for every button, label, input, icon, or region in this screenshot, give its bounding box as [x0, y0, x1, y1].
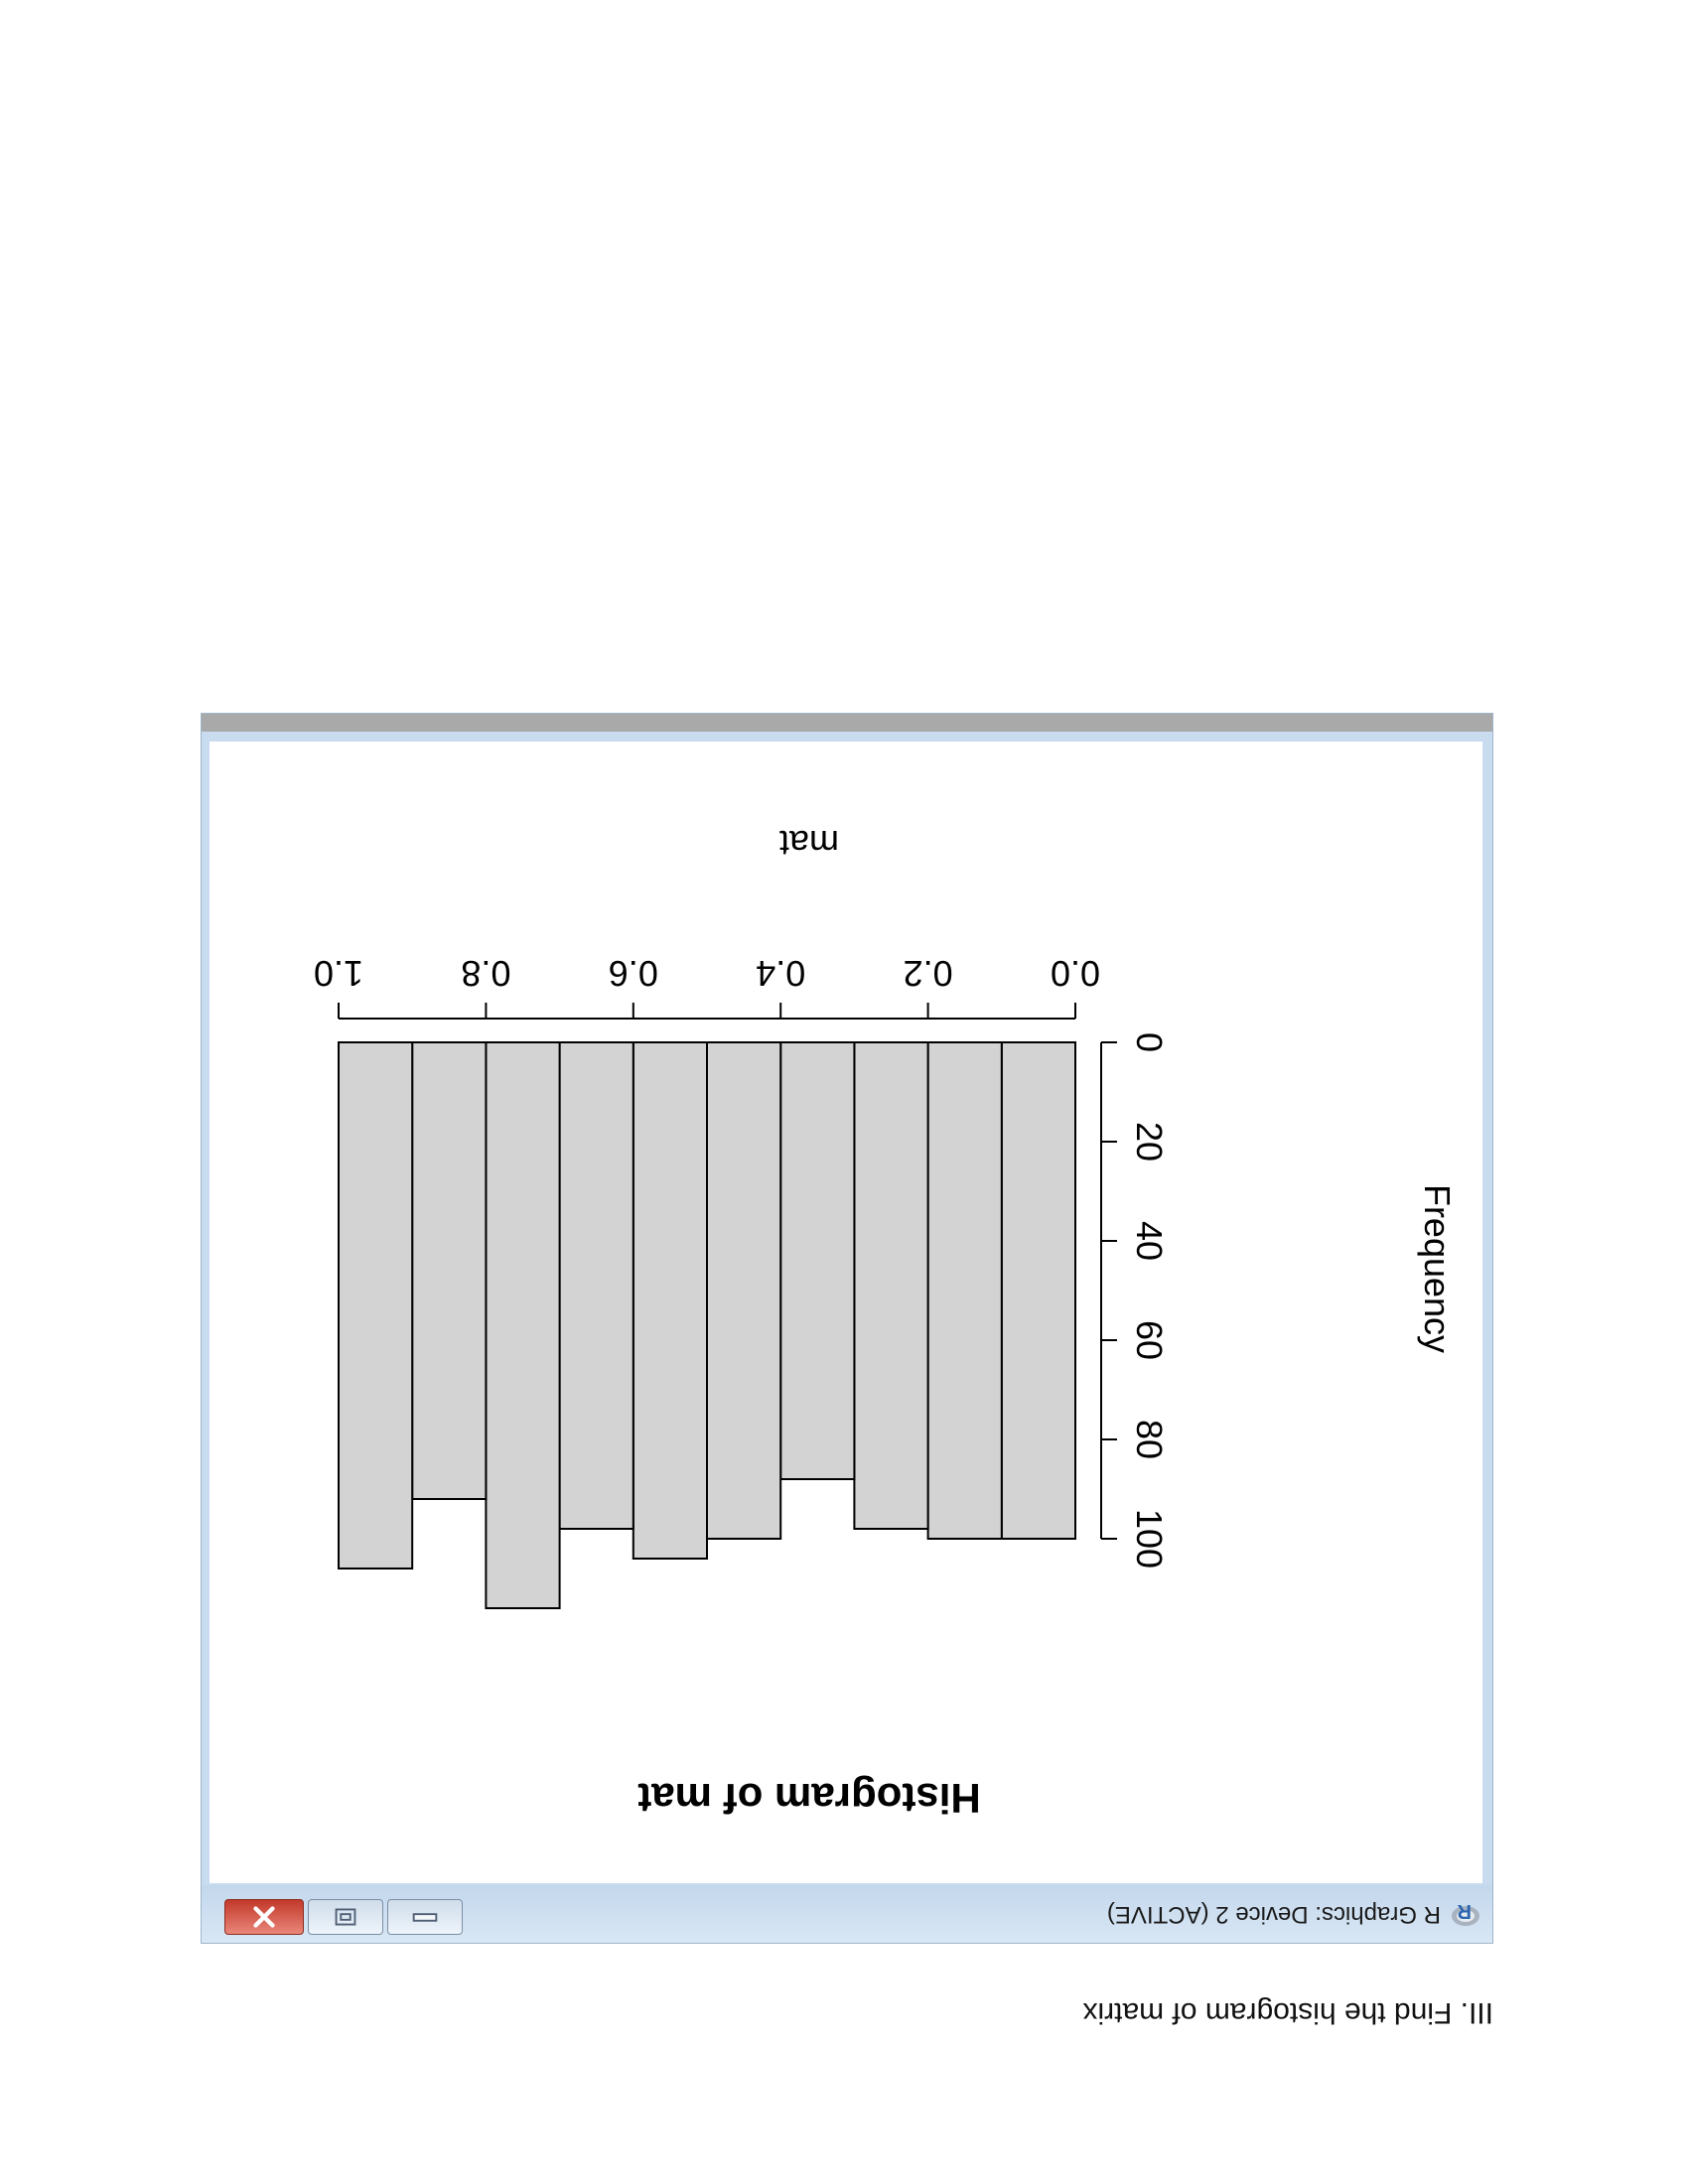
- histogram-bar: [411, 1041, 488, 1500]
- y-tick-label: 0: [1129, 1032, 1170, 1052]
- caption-text: III. Find the histogram of matrix: [1082, 1996, 1493, 2029]
- minimize-icon: [412, 1913, 438, 1922]
- x-tick-label: 1.0: [314, 953, 363, 994]
- y-tick-label: 100: [1129, 1509, 1170, 1569]
- histogram-bar: [337, 1041, 414, 1570]
- chart-title: Histogram of mat: [637, 1775, 980, 1822]
- x-axis-title: mat: [779, 823, 839, 864]
- y-tick-label: 20: [1129, 1122, 1170, 1161]
- y-axis-title: Frequency: [1417, 1184, 1458, 1353]
- histogram-bar: [485, 1041, 561, 1609]
- maximize-icon: [335, 1908, 356, 1926]
- histogram-bar: [926, 1041, 1003, 1540]
- svg-text:R: R: [1457, 1901, 1472, 1922]
- histogram-bar: [853, 1041, 929, 1530]
- y-tick-label: 60: [1129, 1320, 1170, 1360]
- x-axis: 0.0 0.2 0.4 0.6 0.8 1.0: [314, 953, 1100, 1020]
- histogram-bar: [558, 1041, 634, 1530]
- histogram-bars: [337, 1041, 1076, 1609]
- r-logo-icon: R: [1452, 1901, 1479, 1926]
- window-bottom-border: [202, 714, 1492, 732]
- histogram-bar: [632, 1041, 708, 1560]
- x-tick-label: 0.4: [756, 953, 805, 994]
- histogram-chart: 0.0 0.2 0.4 0.6 0.8 1.0 0 20 40 60 80 100 Histogra…: [314, 823, 1458, 1822]
- y-axis: 0 20 40 60 80 100: [1100, 1032, 1170, 1569]
- close-icon: [253, 1906, 275, 1928]
- minimize-button[interactable]: [387, 1899, 463, 1935]
- window-title: R Graphics: Device 2 (ACTIVE): [1106, 1901, 1441, 1928]
- x-tick-label: 0.6: [609, 953, 658, 994]
- plot-area: 0.0 0.2 0.4 0.6 0.8 1.0 0 20 40 60 80 100 Histogra…: [210, 742, 1482, 1883]
- histogram-bar: [779, 1041, 856, 1480]
- r-graphics-window: R R Graphics: Device 2 (ACTIVE): [201, 713, 1493, 1944]
- histogram-bar: [706, 1041, 782, 1540]
- maximize-button[interactable]: [308, 1899, 383, 1935]
- histogram-bar: [1000, 1041, 1076, 1540]
- x-tick-label: 0.0: [1051, 953, 1100, 994]
- x-tick-label: 0.8: [461, 953, 510, 994]
- title-bar[interactable]: R R Graphics: Device 2 (ACTIVE): [202, 1885, 1492, 1943]
- close-button[interactable]: [224, 1899, 304, 1935]
- x-tick-label: 0.2: [904, 953, 953, 994]
- y-tick-label: 80: [1129, 1420, 1170, 1459]
- y-tick-label: 40: [1129, 1221, 1170, 1261]
